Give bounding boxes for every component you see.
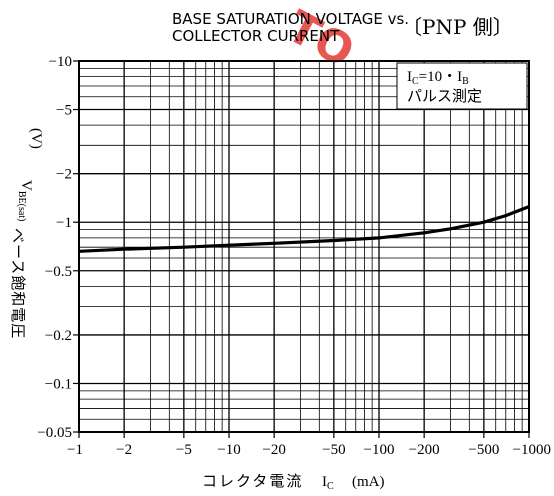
chart-title-line2: COLLECTOR CURRENT	[172, 27, 340, 45]
x-tick-label: −5	[176, 442, 192, 458]
plot-frame	[78, 60, 530, 433]
y-axis-unit: (V)	[28, 128, 44, 149]
y-axis-label: ベース飽和電圧	[9, 228, 26, 339]
y-tick-label: −0.05	[37, 425, 72, 441]
x-tick-label: −100	[364, 442, 395, 458]
y-tick-label: −1	[56, 215, 72, 231]
annotation-ic-symbol: I	[407, 69, 412, 85]
y-tick-label: −2	[56, 167, 72, 183]
annotation-box: IC=10・IB パルス測定	[396, 62, 528, 110]
chart-side-title: 〔PNP 側〕	[402, 15, 513, 39]
annotation-ib-subscript: B	[462, 76, 469, 87]
chart-title-line1: BASE SATURATION VOLTAGE vs.	[172, 10, 409, 28]
x-axis-symbol-main: I	[322, 474, 327, 490]
x-axis-label: コレクタ電流	[202, 473, 303, 490]
x-axis-unit: (mA)	[352, 474, 385, 490]
y-axis-symbol-sub: BE(sat)	[16, 191, 27, 222]
x-tick-label: −20	[262, 442, 285, 458]
x-axis-symbol-sub: C	[327, 481, 334, 492]
x-tick-label: −50	[322, 442, 345, 458]
y-axis-symbol-main: V	[18, 180, 34, 191]
x-tick-labels: −1 −2 −5 −10 −20 −50 −100 −200 −500 −1000	[67, 432, 551, 458]
annotation-ic-subscript: C	[412, 76, 419, 87]
y-tick-label: −0.1	[45, 376, 72, 392]
annotation-equals: =10・I	[419, 69, 462, 85]
x-axis-symbol: IC	[322, 474, 334, 492]
y-tick-labels: −10 −5 −2 −1 −0.5 −0.2 −0.1 −0.05	[37, 54, 79, 441]
y-tick-label: −10	[49, 54, 72, 70]
y-tick-label: −5	[56, 103, 72, 119]
svg-text:IC=10・IB: IC=10・IB	[407, 69, 469, 87]
y-tick-label: −0.2	[45, 328, 72, 344]
plot-grid	[78, 60, 529, 433]
y-tick-label: −0.5	[45, 264, 72, 280]
annotation-pulse: パルス測定	[407, 88, 482, 105]
x-tick-label: −1000	[513, 442, 551, 458]
x-tick-label: −200	[409, 442, 440, 458]
series-line	[78, 205, 530, 253]
x-tick-label: −1	[67, 442, 83, 458]
x-tick-label: −500	[468, 442, 499, 458]
x-tick-label: −10	[217, 442, 240, 458]
x-tick-label: −2	[116, 442, 132, 458]
y-axis-symbol: VBE(sat)	[16, 180, 34, 221]
